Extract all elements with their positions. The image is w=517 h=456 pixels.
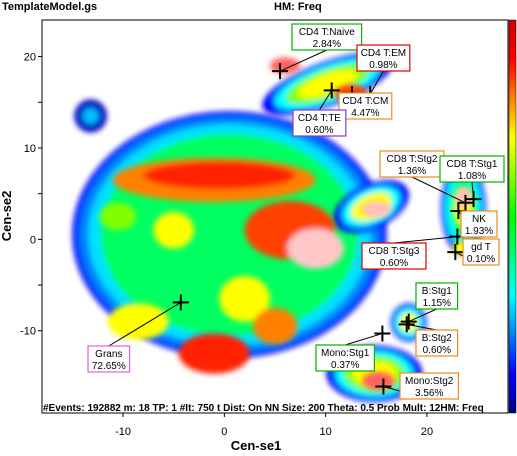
population-name: CD4 T:EM [361,48,406,59]
population-name: CD4 T:TE [298,113,341,124]
population-percent: 2.84% [313,39,341,50]
cluster-small-dots [74,99,107,133]
population-percent: 0.10% [467,254,495,265]
file-name: TemplateModel.gs [2,1,98,13]
population-name: NK [472,214,486,225]
axes: -10 0 10 20 -10 0 10 20 [20,52,433,438]
population-label: CD4 T:EM0.98% [356,44,411,95]
colorbar [508,19,517,414]
population-label: CD4 T:CM4.47% [338,92,393,120]
population-percent: 0.60% [423,345,451,356]
population-label: CD4 T:TE0.60% [292,90,347,137]
population-percent: 1.08% [458,171,486,182]
population-percent: 0.37% [331,360,359,371]
map-title: HM: Freq [274,1,322,13]
population-name: CD8 T:Stg2 [387,154,438,165]
x-tick-label: 10 [320,426,332,438]
plot-frame [41,19,509,414]
population-label: gd T0.10% [455,238,500,266]
y-tick-label: 20 [24,52,36,64]
population-label: NK1.93% [457,210,498,238]
y-axis-title: Cen-se2 [0,191,14,242]
footer-stats: #Events: 192882 m: 18 TP: 1 #It: 750 t D… [43,403,484,414]
population-name: B:Stg1 [422,286,452,297]
population-percent: 4.47% [351,108,379,119]
population-percent: 1.36% [398,166,426,177]
x-tick-label: -10 [115,426,131,438]
population-name: CD4 T:Naive [299,27,355,38]
population-name: gd T [471,242,491,253]
population-percent: 0.60% [305,125,333,136]
population-name: Grans [95,349,122,360]
y-tick-label: 10 [24,143,36,155]
x-tick-label: 0 [221,426,227,438]
population-percent: 0.60% [380,258,408,269]
cluster-cd4 [262,52,394,116]
y-tick-label: 0 [30,234,36,246]
population-name: CD4 T:CM [342,96,388,107]
population-percent: 1.93% [465,226,493,237]
population-name: Mono:Stg1 [321,348,370,359]
x-tick-label: 20 [421,426,433,438]
population-name: CD8 T:Stg3 [369,246,420,257]
population-percent: 0.98% [369,60,397,71]
population-percent: 1.15% [423,298,451,309]
population-percent: 72.65% [92,361,126,372]
population-percent: 3.56% [415,388,443,399]
density-layer [72,52,486,402]
y-tick-label: -10 [20,326,36,338]
population-name: CD8 T:Stg1 [447,159,498,170]
x-axis-title: Cen-se1 [231,438,282,453]
population-name: B:Stg2 [422,333,452,344]
population-name: Mono:Stg2 [405,376,454,387]
